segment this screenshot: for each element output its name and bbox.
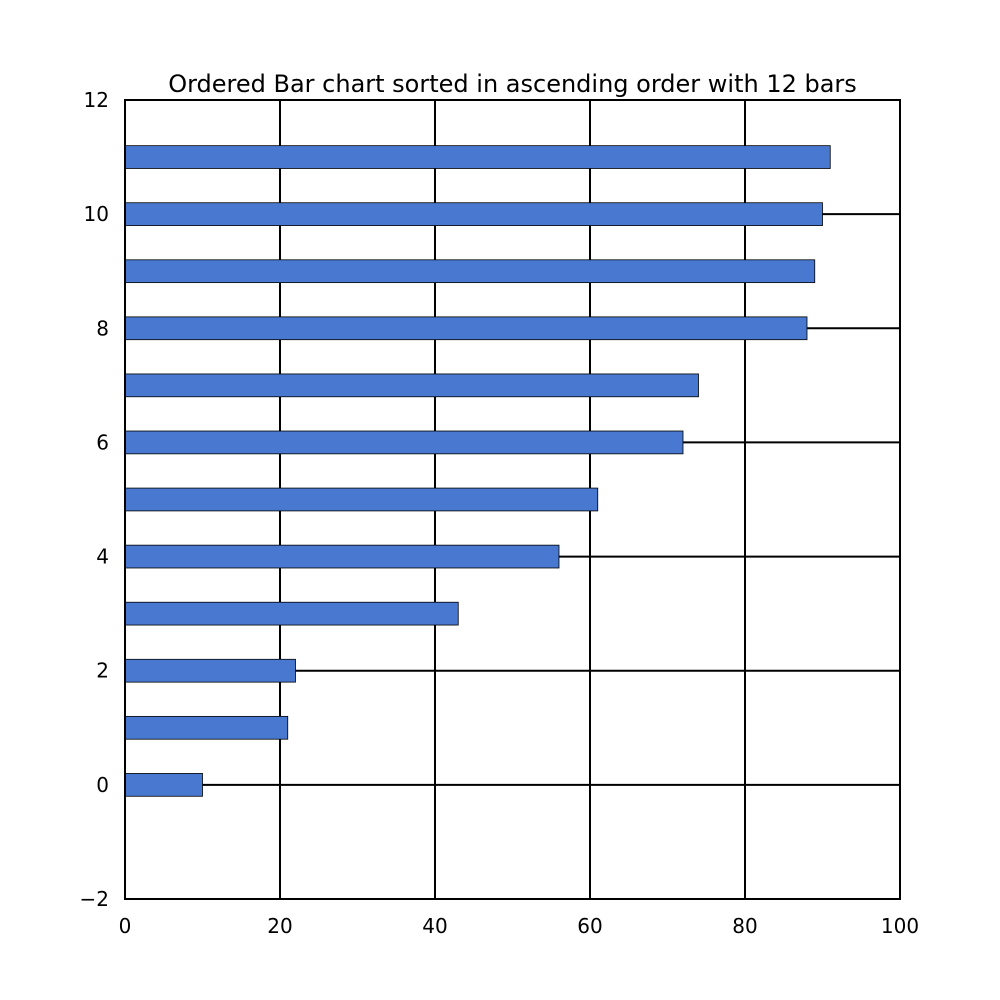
- y-tick-label: −2: [80, 887, 109, 911]
- y-tick-label: 10: [84, 202, 109, 226]
- y-tick-label: 4: [96, 545, 109, 569]
- bar: [124, 544, 560, 569]
- bar: [124, 202, 823, 226]
- y-tick-label: 12: [84, 88, 109, 112]
- x-tick-label: 100: [881, 914, 919, 938]
- bar: [124, 430, 684, 455]
- x-tick-label: 80: [732, 914, 757, 938]
- y-tick-label: 2: [96, 659, 109, 683]
- bar: [124, 601, 459, 626]
- bar: [124, 316, 808, 341]
- plot-frame: [124, 99, 901, 900]
- bar: [124, 373, 699, 398]
- y-tick-label: 6: [96, 430, 109, 454]
- x-tick-label: 20: [267, 914, 292, 938]
- x-tick-label: 0: [119, 914, 132, 938]
- x-tick-label: 60: [577, 914, 602, 938]
- x-tick-label: 40: [422, 914, 447, 938]
- bar: [124, 773, 203, 797]
- chart-title: Ordered Bar chart sorted in ascending or…: [168, 70, 857, 98]
- bar: [124, 145, 831, 169]
- bar: [124, 259, 816, 284]
- x-axis-ticks: 0 20 40 60 80 100: [119, 914, 919, 938]
- y-tick-label: 8: [96, 316, 109, 340]
- bar: [124, 487, 599, 512]
- bar: [124, 715, 289, 740]
- y-axis-ticks: −2 0 2 4 6 8 10 12: [80, 88, 109, 911]
- y-tick-label: 0: [96, 773, 109, 797]
- bar: [124, 658, 296, 683]
- bar-layer: [124, 145, 831, 797]
